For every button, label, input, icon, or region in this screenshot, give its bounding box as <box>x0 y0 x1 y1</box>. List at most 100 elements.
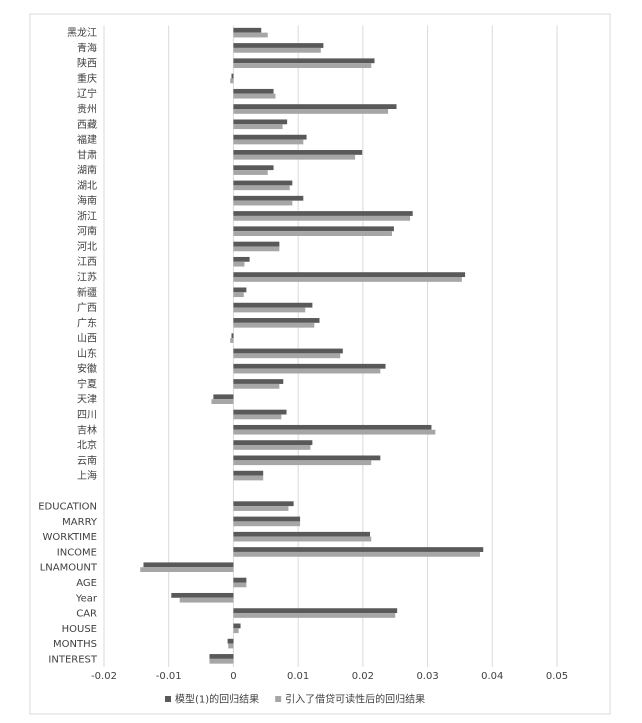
legend-swatch <box>165 696 171 702</box>
bar <box>233 215 411 221</box>
bar <box>233 226 394 232</box>
bar <box>233 154 356 160</box>
bar <box>233 200 293 206</box>
x-tick-label: 0.02 <box>352 671 374 682</box>
bar <box>233 119 288 125</box>
x-tick-label: 0.04 <box>481 671 503 682</box>
bar <box>230 338 234 343</box>
y-tick-label: 甘肃 <box>77 148 97 161</box>
x-tick-label: 0.05 <box>546 671 568 682</box>
y-tick-label: Year <box>75 593 98 604</box>
bar <box>233 277 462 282</box>
bar <box>233 211 413 216</box>
bar <box>233 32 268 38</box>
y-tick-label: 黑龙江 <box>67 26 97 39</box>
bar <box>233 241 280 247</box>
y-tick-label: HOUSE <box>62 624 97 635</box>
bar <box>179 597 234 603</box>
bar <box>233 170 268 175</box>
y-tick-label: 北京 <box>77 439 97 452</box>
bar <box>233 261 245 267</box>
bar <box>233 547 484 552</box>
bar <box>233 109 389 114</box>
bar <box>233 521 301 527</box>
x-tick-label: 0 <box>230 671 236 682</box>
y-tick-label: 云南 <box>77 454 97 467</box>
y-tick-label: CAR <box>76 609 97 620</box>
y-tick-label: AGE <box>76 578 97 589</box>
bar <box>227 638 234 644</box>
bar <box>233 88 274 94</box>
bar <box>140 567 234 573</box>
x-tick-label: -0.02 <box>91 671 117 682</box>
bar <box>233 348 343 354</box>
bar <box>233 195 304 201</box>
bar <box>233 104 397 110</box>
bar <box>233 516 301 522</box>
bar <box>233 302 313 308</box>
bar <box>233 27 262 33</box>
y-tick-label: MARRY <box>62 517 98 528</box>
bar <box>233 475 264 481</box>
y-tick-label: 江苏 <box>77 271 97 284</box>
y-tick-label: 天津 <box>77 394 97 406</box>
bar <box>233 623 241 629</box>
y-tick-label: 青海 <box>77 41 97 54</box>
bar <box>233 124 283 130</box>
y-tick-label: 西藏 <box>77 119 97 131</box>
bar <box>171 592 234 598</box>
bar <box>233 185 290 191</box>
bar <box>233 536 372 542</box>
y-tick-label: 新疆 <box>77 286 97 299</box>
bar <box>233 628 239 634</box>
bar <box>233 445 311 450</box>
bar <box>233 429 436 435</box>
bar <box>231 333 234 339</box>
bar <box>233 353 341 359</box>
bar <box>233 501 294 507</box>
bar <box>233 460 372 466</box>
y-tick-label: 吉林 <box>77 423 97 436</box>
bar <box>233 231 392 236</box>
bar <box>233 363 386 369</box>
y-tick-label: 海南 <box>77 194 97 207</box>
bar <box>233 440 313 446</box>
y-tick-label: 河南 <box>77 225 97 238</box>
y-tick-label: 江西 <box>77 256 97 268</box>
y-tick-label: 安徽 <box>77 362 97 375</box>
bar <box>233 414 282 420</box>
bar <box>233 58 375 64</box>
bar <box>233 383 280 389</box>
bar <box>233 139 304 145</box>
y-tick-label: 贵州 <box>77 103 97 116</box>
bar <box>233 582 247 588</box>
bar <box>233 455 381 461</box>
legend-label: 模型(1)的回归结果 <box>175 693 259 706</box>
bar <box>233 318 320 323</box>
y-tick-label: 浙江 <box>77 210 97 222</box>
bar <box>233 63 372 68</box>
y-tick-label: 广东 <box>77 316 97 329</box>
y-tick-label: EDUCATION <box>38 502 97 513</box>
bar <box>233 409 287 415</box>
bar <box>211 399 234 405</box>
bar <box>233 47 321 53</box>
y-tick-label: 四川 <box>77 410 97 421</box>
y-tick-label: 山西 <box>77 333 97 345</box>
bar <box>233 379 284 384</box>
bar <box>233 322 315 328</box>
bar <box>233 292 244 298</box>
bar <box>233 93 276 99</box>
bar <box>233 150 363 155</box>
x-tick-label: 0.01 <box>287 671 309 682</box>
bar <box>209 654 234 659</box>
y-tick-label: 福建 <box>77 133 97 146</box>
y-tick-label: 上海 <box>77 469 97 482</box>
bar <box>233 287 247 293</box>
y-tick-label: INCOME <box>57 547 97 558</box>
bar <box>233 424 432 430</box>
y-tick-label: WORKTIME <box>43 532 98 543</box>
y-tick-label: 山东 <box>77 347 97 360</box>
